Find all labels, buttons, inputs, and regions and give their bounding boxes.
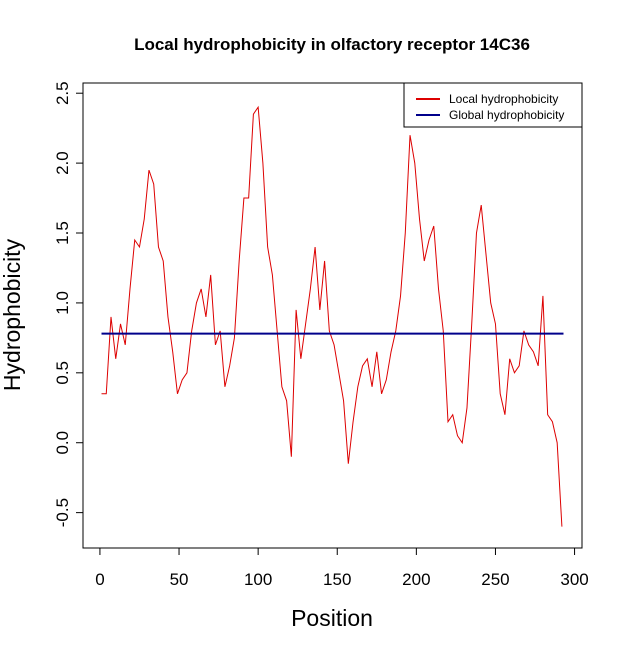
y-tick-label: 0.0 [53,431,72,455]
x-tick-label: 0 [95,570,104,589]
legend-box [403,82,583,128]
y-tick-label: 2.0 [53,151,72,175]
x-tick-label: 150 [323,570,351,589]
x-tick-label: 300 [560,570,588,589]
legend-label: Global hydrophobicity [449,108,564,122]
plot-box [82,82,583,549]
x-tick-label: 50 [170,570,189,589]
y-tick-label: 0.5 [53,361,72,385]
x-tick-label: 100 [244,570,272,589]
y-tick-label: 1.5 [53,221,72,245]
y-tick-label: 1.0 [53,291,72,315]
y-tick-label: 2.5 [53,81,72,105]
x-axis-label: Position [291,605,373,631]
chart-title: Local hydrophobicity in olfactory recept… [134,35,530,54]
y-axis-label: Hydrophobicity [0,238,25,391]
x-tick-label: 200 [402,570,430,589]
data-line [101,105,563,527]
y-tick-label: -0.5 [53,498,72,527]
legend-label: Local hydrophobicity [449,92,558,106]
x-tick-label: 250 [481,570,509,589]
